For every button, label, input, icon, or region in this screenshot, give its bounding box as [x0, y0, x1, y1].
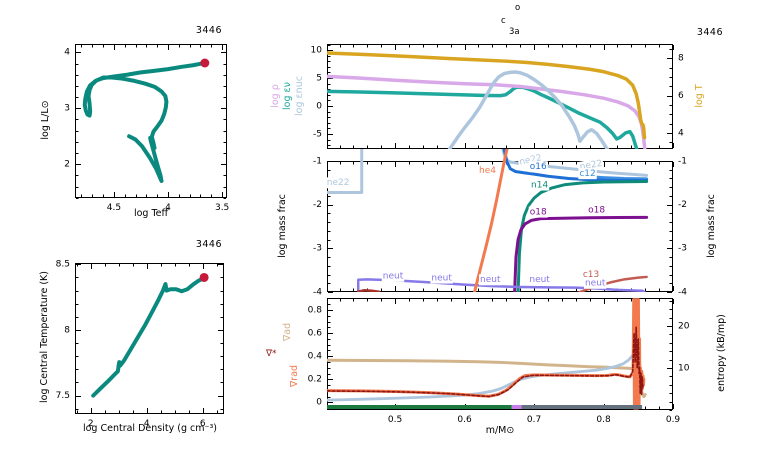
log-eps-nu-axis-label: log εν — [282, 82, 293, 110]
burn-label-o: o — [515, 3, 521, 13]
trho-x-axis-label: log Central Density (g cm⁻³) — [82, 423, 217, 434]
profile-abundance-panel — [291, 145, 709, 316]
log-eps-nuc-axis-label: log εnuc — [294, 76, 305, 116]
profile-gradients-panel — [291, 282, 709, 434]
hr-diagram-panel — [39, 28, 263, 222]
profiles-x-axis-label: m/M⊙ — [485, 425, 515, 436]
hr-x-axis-label: log Teff — [133, 208, 169, 219]
log-rho-axis-label: log ρ — [270, 84, 281, 108]
profiles-model-number: 3446 — [696, 27, 723, 38]
profile-structure-panel — [291, 28, 709, 173]
mass-frac-right-axis-label: log mass frac — [706, 194, 717, 258]
log-T-axis-label: log T — [694, 84, 705, 108]
central-trho-panel — [39, 247, 260, 438]
grad-ad-axis-label: ∇ad — [282, 322, 293, 342]
burn-label-c: c — [501, 16, 506, 26]
grad-rad-axis-label: ∇rad — [289, 364, 300, 388]
grad-star-axis-label: ∇* — [266, 349, 277, 359]
entropy-axis-label: entropy (kB/mp) — [716, 314, 727, 392]
hr-y-axis-label: log L/L⊙ — [40, 100, 51, 140]
mass-frac-left-axis-label: log mass frac — [277, 194, 288, 258]
trho-y-axis-label: log Central Temperature (K) — [39, 271, 50, 403]
trho-model-number: 3446 — [195, 239, 222, 250]
